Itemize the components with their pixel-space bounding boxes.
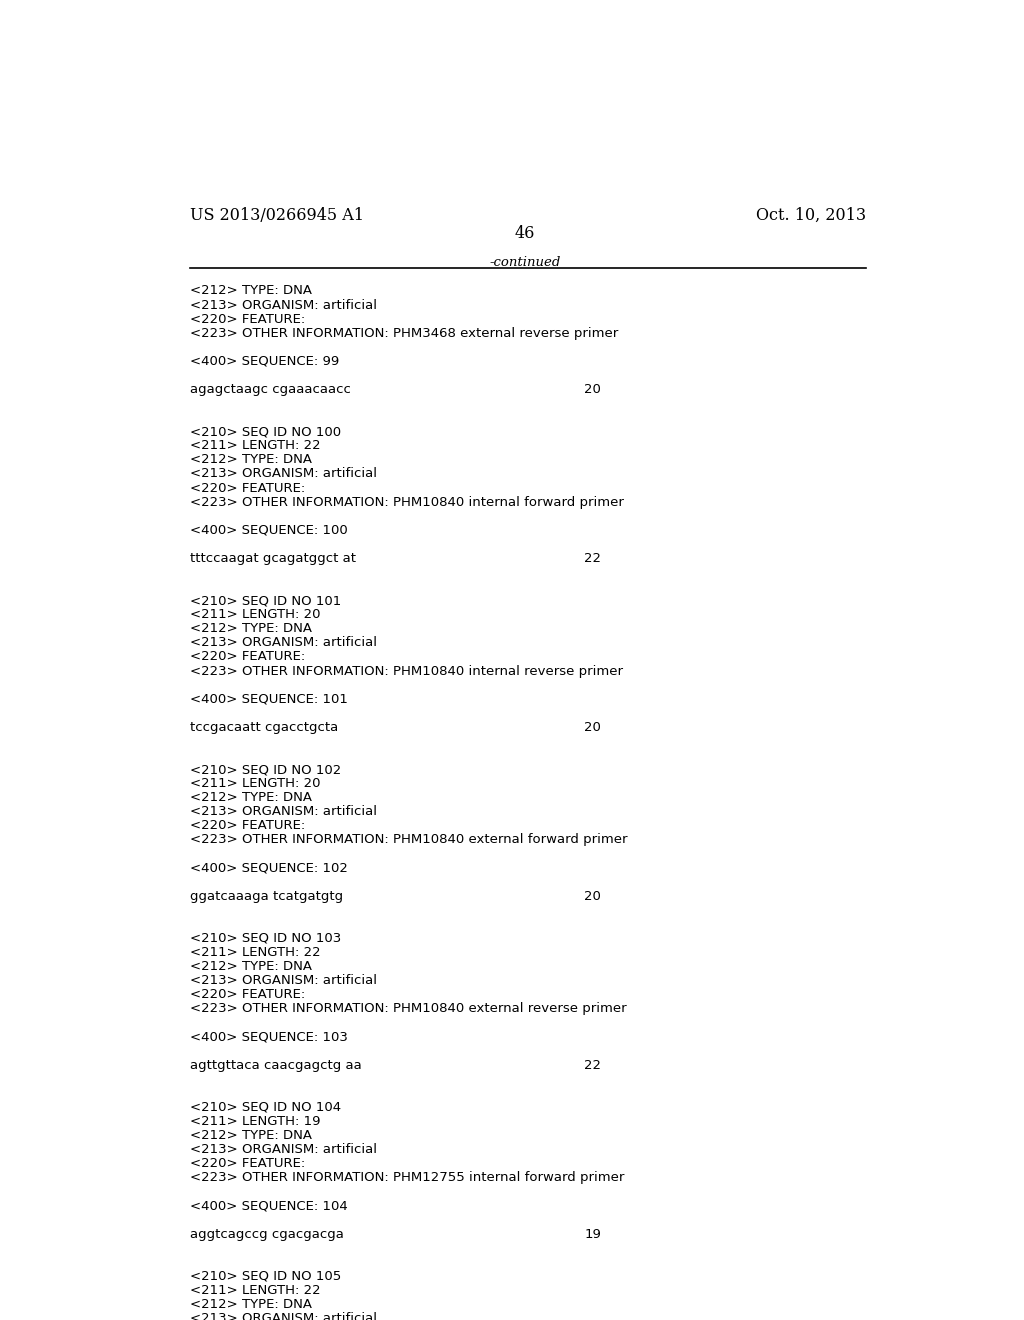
Text: aggtcagccg cgacgacga: aggtcagccg cgacgacga bbox=[189, 1228, 344, 1241]
Text: US 2013/0266945 A1: US 2013/0266945 A1 bbox=[189, 207, 364, 224]
Text: <210> SEQ ID NO 105: <210> SEQ ID NO 105 bbox=[189, 1270, 341, 1283]
Text: 46: 46 bbox=[515, 226, 535, 243]
Text: <213> ORGANISM: artificial: <213> ORGANISM: artificial bbox=[189, 1312, 377, 1320]
Text: <212> TYPE: DNA: <212> TYPE: DNA bbox=[189, 791, 312, 804]
Text: <211> LENGTH: 22: <211> LENGTH: 22 bbox=[189, 440, 321, 453]
Text: <220> FEATURE:: <220> FEATURE: bbox=[189, 313, 305, 326]
Text: <213> ORGANISM: artificial: <213> ORGANISM: artificial bbox=[189, 298, 377, 312]
Text: <223> OTHER INFORMATION: PHM12755 internal forward primer: <223> OTHER INFORMATION: PHM12755 intern… bbox=[189, 1171, 625, 1184]
Text: 20: 20 bbox=[585, 721, 601, 734]
Text: <223> OTHER INFORMATION: PHM10840 external reverse primer: <223> OTHER INFORMATION: PHM10840 extern… bbox=[189, 1002, 627, 1015]
Text: agagctaagc cgaaacaacc: agagctaagc cgaaacaacc bbox=[189, 383, 351, 396]
Text: <211> LENGTH: 22: <211> LENGTH: 22 bbox=[189, 1284, 321, 1298]
Text: 19: 19 bbox=[585, 1228, 601, 1241]
Text: <400> SEQUENCE: 101: <400> SEQUENCE: 101 bbox=[189, 693, 348, 706]
Text: <212> TYPE: DNA: <212> TYPE: DNA bbox=[189, 1129, 312, 1142]
Text: 22: 22 bbox=[585, 552, 601, 565]
Text: <223> OTHER INFORMATION: PHM10840 external forward primer: <223> OTHER INFORMATION: PHM10840 extern… bbox=[189, 833, 628, 846]
Text: Oct. 10, 2013: Oct. 10, 2013 bbox=[756, 207, 866, 224]
Text: <213> ORGANISM: artificial: <213> ORGANISM: artificial bbox=[189, 636, 377, 649]
Text: <213> ORGANISM: artificial: <213> ORGANISM: artificial bbox=[189, 974, 377, 987]
Text: <212> TYPE: DNA: <212> TYPE: DNA bbox=[189, 1298, 312, 1311]
Text: <210> SEQ ID NO 104: <210> SEQ ID NO 104 bbox=[189, 1101, 341, 1114]
Text: <213> ORGANISM: artificial: <213> ORGANISM: artificial bbox=[189, 467, 377, 480]
Text: <223> OTHER INFORMATION: PHM10840 internal reverse primer: <223> OTHER INFORMATION: PHM10840 intern… bbox=[189, 664, 623, 677]
Text: <400> SEQUENCE: 104: <400> SEQUENCE: 104 bbox=[189, 1200, 348, 1213]
Text: <211> LENGTH: 19: <211> LENGTH: 19 bbox=[189, 1115, 321, 1129]
Text: <210> SEQ ID NO 100: <210> SEQ ID NO 100 bbox=[189, 425, 341, 438]
Text: <210> SEQ ID NO 103: <210> SEQ ID NO 103 bbox=[189, 932, 341, 945]
Text: <400> SEQUENCE: 103: <400> SEQUENCE: 103 bbox=[189, 1031, 348, 1044]
Text: 20: 20 bbox=[585, 383, 601, 396]
Text: <210> SEQ ID NO 101: <210> SEQ ID NO 101 bbox=[189, 594, 341, 607]
Text: <212> TYPE: DNA: <212> TYPE: DNA bbox=[189, 284, 312, 297]
Text: <220> FEATURE:: <220> FEATURE: bbox=[189, 820, 305, 833]
Text: <210> SEQ ID NO 102: <210> SEQ ID NO 102 bbox=[189, 763, 341, 776]
Text: <220> FEATURE:: <220> FEATURE: bbox=[189, 989, 305, 1002]
Text: <223> OTHER INFORMATION: PHM10840 internal forward primer: <223> OTHER INFORMATION: PHM10840 intern… bbox=[189, 495, 624, 508]
Text: <223> OTHER INFORMATION: PHM3468 external reverse primer: <223> OTHER INFORMATION: PHM3468 externa… bbox=[189, 326, 618, 339]
Text: <400> SEQUENCE: 102: <400> SEQUENCE: 102 bbox=[189, 862, 348, 875]
Text: <220> FEATURE:: <220> FEATURE: bbox=[189, 482, 305, 495]
Text: tccgacaatt cgacctgcta: tccgacaatt cgacctgcta bbox=[189, 721, 338, 734]
Text: <400> SEQUENCE: 99: <400> SEQUENCE: 99 bbox=[189, 355, 339, 368]
Text: agttgttaca caacgagctg aa: agttgttaca caacgagctg aa bbox=[189, 1059, 361, 1072]
Text: <220> FEATURE:: <220> FEATURE: bbox=[189, 651, 305, 664]
Text: <220> FEATURE:: <220> FEATURE: bbox=[189, 1158, 305, 1171]
Text: -continued: -continued bbox=[489, 256, 560, 269]
Text: <213> ORGANISM: artificial: <213> ORGANISM: artificial bbox=[189, 1143, 377, 1156]
Text: <213> ORGANISM: artificial: <213> ORGANISM: artificial bbox=[189, 805, 377, 818]
Text: <400> SEQUENCE: 100: <400> SEQUENCE: 100 bbox=[189, 524, 348, 537]
Text: <211> LENGTH: 20: <211> LENGTH: 20 bbox=[189, 609, 321, 622]
Text: <211> LENGTH: 22: <211> LENGTH: 22 bbox=[189, 946, 321, 960]
Text: 20: 20 bbox=[585, 890, 601, 903]
Text: <212> TYPE: DNA: <212> TYPE: DNA bbox=[189, 453, 312, 466]
Text: <211> LENGTH: 20: <211> LENGTH: 20 bbox=[189, 777, 321, 791]
Text: tttccaagat gcagatggct at: tttccaagat gcagatggct at bbox=[189, 552, 356, 565]
Text: <212> TYPE: DNA: <212> TYPE: DNA bbox=[189, 622, 312, 635]
Text: 22: 22 bbox=[585, 1059, 601, 1072]
Text: <212> TYPE: DNA: <212> TYPE: DNA bbox=[189, 960, 312, 973]
Text: ggatcaaaga tcatgatgtg: ggatcaaaga tcatgatgtg bbox=[189, 890, 343, 903]
